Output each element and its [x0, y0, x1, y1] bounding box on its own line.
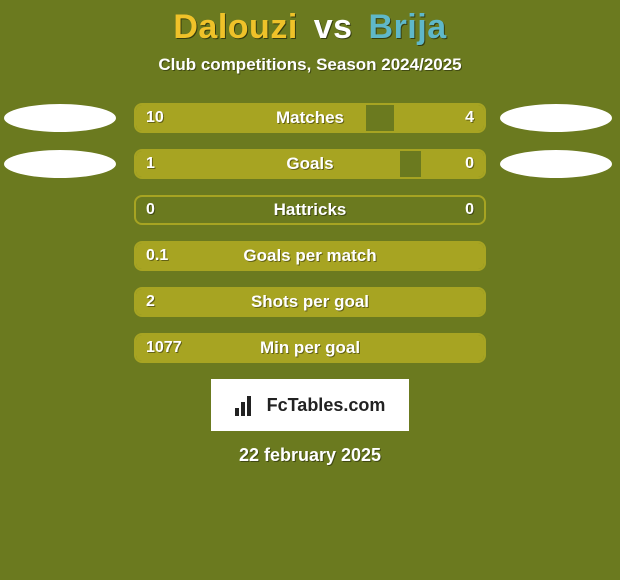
stat-row: Goals per match0.1 — [0, 241, 620, 271]
stat-bar: Shots per goal2 — [134, 287, 486, 317]
stat-row: Matches104 — [0, 103, 620, 133]
player2-marker — [500, 104, 612, 132]
bar-fill-left — [136, 289, 484, 315]
comparison-card: Dalouzi vs Brija Club competitions, Seas… — [0, 0, 620, 580]
vs-text: vs — [314, 8, 353, 46]
player1-name: Dalouzi — [173, 8, 297, 46]
stat-bar: Goals per match0.1 — [134, 241, 486, 271]
page-title: Dalouzi vs Brija — [0, 8, 620, 47]
subtitle: Club competitions, Season 2024/2025 — [0, 55, 620, 75]
stat-bar: Min per goal1077 — [134, 333, 486, 363]
stat-rows-container: Matches104 Goals10 Hattricks0 0 Goals per ma… — [0, 103, 620, 363]
stat-value-left: 0 — [146, 201, 155, 219]
player2-marker — [500, 150, 612, 178]
stat-row: Goals10 — [0, 149, 620, 179]
bar-fill-left — [136, 243, 484, 269]
bar-fill-left — [136, 151, 400, 177]
stat-row: Min per goal1077 — [0, 333, 620, 363]
stat-label: Hattricks — [136, 200, 484, 220]
bar-fill-left — [136, 335, 484, 361]
bar-chart-icon — [235, 394, 261, 416]
date-text: 22 february 2025 — [0, 445, 620, 466]
stat-value-right: 0 — [465, 201, 474, 219]
bar-fill-right — [394, 105, 484, 131]
stat-bar: Hattricks0 0 — [134, 195, 486, 225]
stat-bar: Goals10 — [134, 149, 486, 179]
logo-text: FcTables.com — [267, 395, 386, 416]
stat-bar: Matches104 — [134, 103, 486, 133]
stat-row: Hattricks0 0 — [0, 195, 620, 225]
player1-marker — [4, 150, 116, 178]
player2-name: Brija — [369, 8, 447, 46]
stat-row: Shots per goal2 — [0, 287, 620, 317]
bar-fill-left — [136, 105, 366, 131]
bar-fill-right — [421, 151, 484, 177]
player1-marker — [4, 104, 116, 132]
logo-box[interactable]: FcTables.com — [211, 379, 409, 431]
